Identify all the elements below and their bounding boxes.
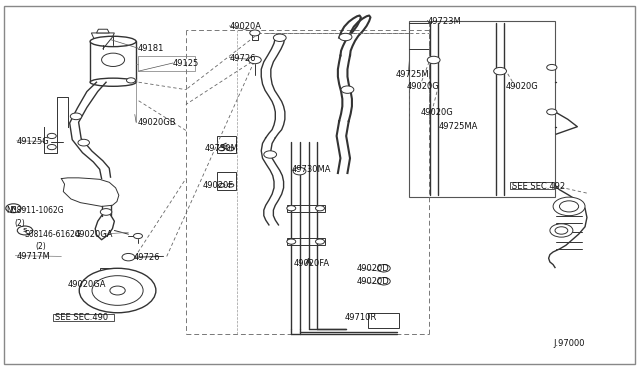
Circle shape [47,144,56,150]
Text: 49726: 49726 [134,253,160,262]
Text: 49726: 49726 [229,54,256,62]
Text: 49020D: 49020D [357,277,390,286]
Text: 49710R: 49710R [344,313,376,322]
Circle shape [293,167,306,175]
Circle shape [553,197,585,216]
Text: 49020D: 49020D [357,264,390,273]
Text: 49020FA: 49020FA [293,259,330,268]
Bar [90,41,136,82]
Circle shape [264,151,276,158]
Text: 49020GA: 49020GA [74,230,113,239]
Bar [138,56,195,71]
Text: 49020GA: 49020GA [68,280,106,289]
Text: N08911-1062G: N08911-1062G [6,206,63,215]
Bar [100,268,118,286]
Circle shape [316,239,324,244]
Circle shape [218,147,225,151]
Circle shape [428,56,440,64]
Text: SEE SEC.492: SEE SEC.492 [511,182,564,190]
Text: 49725MA: 49725MA [439,122,478,131]
Circle shape [102,53,125,67]
Bar [252,34,258,39]
Text: S08146-6162G: S08146-6162G [25,230,82,239]
Polygon shape [92,33,115,41]
Circle shape [378,278,390,285]
Circle shape [341,86,354,93]
Circle shape [47,134,56,138]
Circle shape [227,147,234,151]
Circle shape [547,109,557,115]
Text: 49020G: 49020G [407,82,440,91]
Circle shape [78,139,90,146]
Bar [510,182,554,189]
Bar [216,172,236,190]
Bar [216,136,236,153]
Bar [287,238,325,245]
Text: 49020F: 49020F [202,181,234,190]
Text: (2): (2) [35,242,46,251]
Circle shape [6,204,21,213]
Circle shape [555,227,568,234]
Circle shape [248,56,261,64]
Circle shape [127,78,136,83]
Text: 49020GB: 49020GB [138,119,177,128]
Text: 49125: 49125 [173,59,200,68]
Ellipse shape [90,78,136,86]
Circle shape [378,264,390,272]
Circle shape [493,67,506,75]
Text: 49730M: 49730M [205,144,239,153]
Circle shape [559,201,579,212]
Circle shape [79,268,156,313]
Text: 49717M: 49717M [17,252,51,261]
Text: 49020G: 49020G [505,82,538,91]
Text: J.97000: J.97000 [553,339,584,348]
Circle shape [134,234,143,238]
Bar [410,21,555,197]
Circle shape [287,239,296,244]
Circle shape [218,183,225,187]
Circle shape [250,30,260,36]
Circle shape [227,183,234,187]
Circle shape [110,286,125,295]
Text: N: N [11,206,16,211]
Bar [368,313,399,328]
Ellipse shape [90,36,136,46]
Text: SEE SEC.490: SEE SEC.490 [55,313,108,322]
Text: 49020G: 49020G [421,108,454,117]
Bar [53,314,114,321]
Circle shape [92,276,143,305]
Circle shape [17,226,33,235]
Bar [287,205,325,212]
Circle shape [273,34,286,41]
Text: (2): (2) [15,219,26,228]
Circle shape [547,64,557,70]
Text: 49730MA: 49730MA [292,165,332,174]
Circle shape [287,206,296,211]
Circle shape [316,206,324,211]
Text: 49723M: 49723M [428,17,461,26]
Circle shape [550,224,573,237]
Circle shape [100,209,112,215]
Text: 49725M: 49725M [396,70,429,79]
Circle shape [70,113,82,120]
Text: 49125G: 49125G [17,137,49,146]
Circle shape [339,33,352,41]
Polygon shape [97,29,109,33]
Text: 49020A: 49020A [229,22,261,31]
Text: 49181: 49181 [138,44,164,53]
Circle shape [122,253,135,261]
Text: S: S [22,228,28,233]
